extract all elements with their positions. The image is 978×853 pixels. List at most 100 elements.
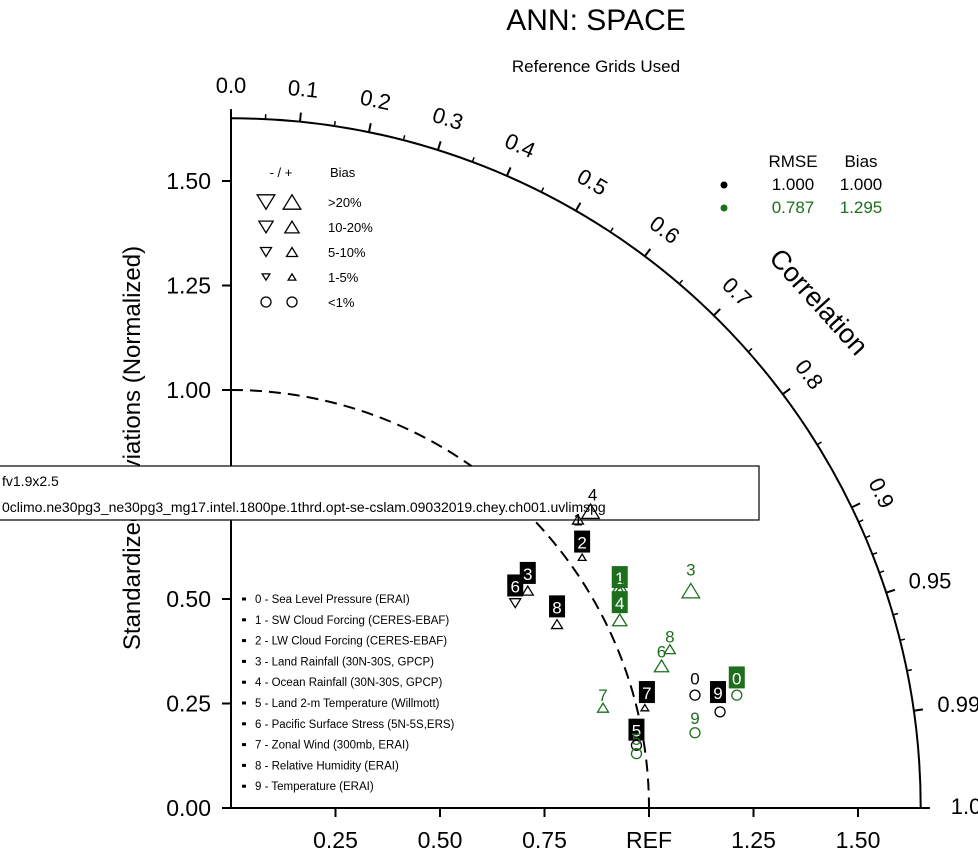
chart-title: ANN: SPACE [506,4,686,37]
legends: - / + Bias >20% 10-20% 5-10% 1-5% <1% RMSE Bias 1… [242,152,882,793]
data-point [282,193,302,210]
data-label: 2 [615,577,624,596]
variable-bullet [242,743,246,747]
bias-legend-label: 5-10% [328,245,366,260]
correlation-tick-label: 0.0 [216,73,247,98]
data-label: 1 [615,569,624,588]
bias-legend-label: 10-20% [328,220,373,235]
variable-legend-item: 7 - Zonal Wind (300mb, ERAI) [255,740,409,752]
case-box-line2: 0climo.ne30pg3_ne30pg3_mg17.intel.1800pe… [2,499,606,515]
data-label: 7 [642,684,651,703]
data-label: 4 [615,594,624,613]
variable-legend-item: 4 - Ocean Rainfall (30N-30S, GPCP) [255,677,442,689]
correlation-minor-tick [678,279,684,285]
variable-bullet [242,618,246,622]
data-point [550,618,564,630]
data-label: 2 [577,534,586,553]
correlation-minor-tick [402,135,406,141]
data-point [259,246,273,258]
data-label-box [728,666,745,689]
axes: 0.000.250.500.751.001.251.500.250.500.75… [0,73,978,853]
correlation-minor-tick [885,590,892,594]
variable-bullet [242,784,246,788]
correlation-minor-tick [816,441,822,446]
data-label: 8 [665,628,674,647]
data-point [714,706,726,718]
correlation-tick-label: 0.9 [864,474,900,512]
variable-bullet [242,701,246,705]
data-point [260,296,272,308]
correlation-tick [713,308,721,317]
data-point [596,701,610,713]
case-box [0,465,760,521]
x-tick-label: 1.25 [731,827,776,853]
correlation-tick [298,112,302,122]
data-point [521,584,535,596]
data-point [689,689,701,701]
y-tick-label: 0.50 [166,586,211,612]
data-point [630,748,643,760]
correlation-minor-tick [899,638,906,642]
data-label: 9 [690,709,699,728]
y-tick-label: 0.25 [166,691,211,717]
variable-bullet [242,680,246,684]
variable-legend-item: 8 - Relative Humidity (ERAI) [255,760,399,772]
correlation-minor-tick [865,535,871,539]
bias-legend-header-sign: - / + [270,165,293,180]
correlation-tick [574,202,582,212]
correlation-tick-label: 0.6 [645,211,684,249]
data-label-box [611,566,628,589]
variable-bullet [242,722,246,726]
bias-legend-label: <1% [328,295,355,310]
variable-legend-item: 1 - SW Cloud Forcing (CERES-EBAF) [255,615,449,627]
data-label: 0 [732,669,741,688]
y-tick-label: 1.25 [166,273,211,299]
correlation-minor-tick [471,156,475,163]
correlation-tick-label: 0.5 [573,164,612,201]
data-label: 9 [713,684,722,703]
y-tick-label: 1.50 [166,168,211,194]
data-point [680,582,701,599]
data-point [285,246,299,258]
data-point [286,272,298,281]
data-point [580,502,601,520]
variable-legend-item: 9 - Temperature (ERAI) [255,781,374,793]
data-point [663,643,677,655]
correlation-tick [644,248,652,257]
data-point [611,612,629,627]
data-label: 5 [632,722,641,741]
correlation-minor-tick [333,121,336,127]
correlation-tick-label: 0.2 [358,85,393,116]
data-label: 6 [511,577,520,596]
correlation-tick-label: 0.7 [717,272,756,311]
data-label-box [574,530,591,553]
data-label: 7 [598,686,607,705]
data-label: 4 [588,486,597,505]
x-tick-label: 0.50 [418,827,463,853]
summary-header-bias: Bias [844,152,877,171]
correlation-minor-tick [879,570,885,574]
bias-legend-header-bias: Bias [330,165,356,180]
x-tick-label: 0.75 [522,827,567,853]
data-point [283,219,301,234]
data-point [256,194,276,211]
data-point [639,703,650,712]
summary-bias: 1.000 [840,175,883,194]
x-tick-label: 1.50 [836,827,881,853]
data-label-box [549,595,566,618]
correlation-tick-label: 0.4 [501,128,539,163]
correlation-tick [913,708,924,712]
data-label-box [519,561,536,584]
summary-header-rmse: RMSE [768,152,817,171]
data-point [571,513,585,525]
x-tick-label: 0.25 [313,827,358,853]
data-label: 3 [686,561,695,580]
correlation-minor-tick [872,551,878,556]
y-tick-label: 1.00 [166,377,211,403]
correlation-tick [782,387,791,395]
variable-legend-item: 5 - Land 2-m Temperature (Willmott) [255,698,440,710]
data-point [653,658,670,673]
correlation-tick-label: 0.3 [429,102,466,135]
summary-swatch [720,181,728,189]
